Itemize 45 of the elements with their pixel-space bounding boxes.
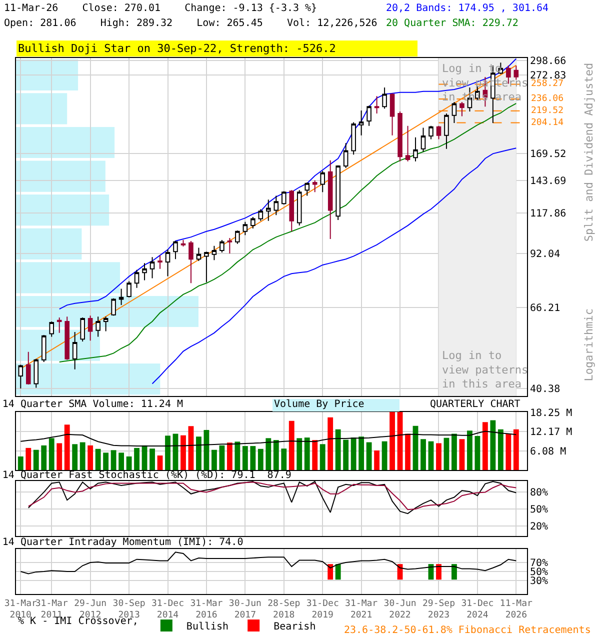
x-tick-label: 31-Mar 2016 <box>190 598 224 620</box>
y-tick-label: 40.38 <box>530 384 560 396</box>
x-tick-label: 11-Mar 2026 <box>500 598 533 620</box>
legend-label: Bearish <box>274 621 316 632</box>
chart-subtitle: Open: 281.06 High: 289.32 Low: 265.45 Vol: 12,226,526 <box>4 18 378 30</box>
x-tick-label: 31-Mar 2021 <box>345 598 378 620</box>
y-tick-label: 117.86 <box>530 208 566 220</box>
y-tick-label: 12.17 M <box>530 427 572 438</box>
y-tick-label: 18.25 M <box>530 408 572 419</box>
x-tick-label: 31-Dec 2014 <box>151 598 184 620</box>
y-tick-label: 6.08 M <box>530 446 566 458</box>
x-tick-label: 30-Jun 2017 <box>228 598 262 620</box>
x-tick-label: 28-Sep 2018 <box>268 598 300 620</box>
y-tick-label: 20% <box>530 521 548 532</box>
y-axis-title: Split and Dividend Adjusted <box>582 62 596 242</box>
text: QUARTERLY CHART <box>430 399 520 410</box>
ref-line-label: 204.14 <box>531 118 564 128</box>
y-tick-label: 143.69 <box>530 176 566 187</box>
y-tick-label: 298.66 <box>530 56 566 67</box>
y-tick-label: 169.52 <box>530 148 566 160</box>
y-tick-label: 92.04 <box>530 248 560 260</box>
text: Logarithmic <box>582 308 596 382</box>
chart-title: 14 Quarter Fast Stochastic (%K) (%D): 79.1 87.9 <box>2 470 292 481</box>
text: 20 Quarter SMA: 229.72 <box>386 18 518 30</box>
y-tick-label: 30% <box>530 576 548 587</box>
chart-title: 11-Mar-26 Close: 270.01 Change: -9.13 {-3.3 %} <box>4 3 318 15</box>
chart-title: 14 Quarter Intraday Momentum (IMI): 74.0 <box>2 537 244 548</box>
y-tick-label: 50% <box>530 567 548 578</box>
y-tick-label: 66.21 <box>530 302 560 314</box>
text: Bullish Doji Star on 30-Sep-22, Strength: -526.2 <box>18 42 336 55</box>
x-tick-label: 30-Jun 2022 <box>384 598 416 620</box>
x-tick-label: 29-Sep 2023 <box>422 598 455 620</box>
y-tick-label: 50% <box>530 504 548 516</box>
chart-title: 14 Quarter SMA Volume: 11.24 M <box>2 399 184 410</box>
annotation: Log in to view patterns in this area <box>442 349 528 391</box>
x-tick-label: 31-Dec 2019 <box>306 598 339 620</box>
ref-line-label: 219.52 <box>531 106 564 116</box>
text: 20,2 Bands: 174.95 , 301.64 <box>386 3 549 15</box>
y-tick-label: 80% <box>530 488 548 499</box>
ref-line-label: 236.06 <box>531 94 564 104</box>
y-tick-label: 70% <box>530 558 548 569</box>
text: 23.6-38.2-50-61.8% Fibonacci Retracements <box>344 625 591 636</box>
x-tick-label: 31-Dec 2024 <box>461 598 494 620</box>
text: Volume By Price <box>274 399 364 410</box>
legend-label: Bullish <box>186 621 229 632</box>
